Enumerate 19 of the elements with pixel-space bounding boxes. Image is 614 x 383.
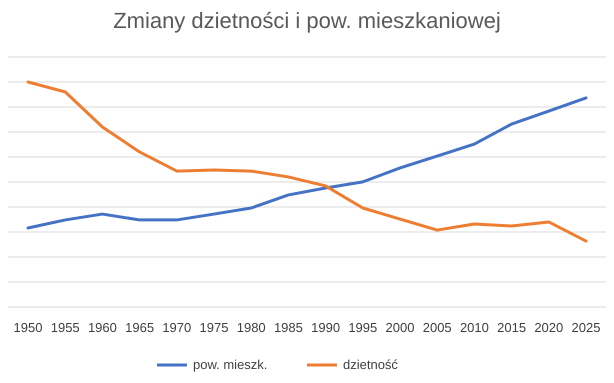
legend-label: pow. mieszk. <box>193 357 268 372</box>
x-tick-label: 2015 <box>497 320 526 335</box>
legend-label: dzietność <box>343 357 398 372</box>
x-tick-label: 2005 <box>422 320 452 335</box>
x-tick-label: 1950 <box>14 320 42 335</box>
x-tick-label: 1965 <box>125 320 154 335</box>
x-tick-label: 1980 <box>236 320 266 335</box>
x-tick-label: 1955 <box>50 320 80 335</box>
x-tick-label: 1995 <box>348 320 378 335</box>
x-tick-label: 2025 <box>572 320 600 335</box>
x-tick-label: 1970 <box>162 320 192 335</box>
chart-title: Zmiany dzietności i pow. mieszkaniowej <box>113 8 501 33</box>
x-tick-label: 2020 <box>534 320 564 335</box>
x-tick-label: 1975 <box>200 320 228 335</box>
x-tick-label: 1990 <box>311 320 340 335</box>
x-tick-label: 1960 <box>88 320 117 335</box>
x-tick-label: 1985 <box>274 320 303 335</box>
x-tick-label: 2010 <box>460 320 489 335</box>
x-tick-label: 2000 <box>386 320 414 335</box>
